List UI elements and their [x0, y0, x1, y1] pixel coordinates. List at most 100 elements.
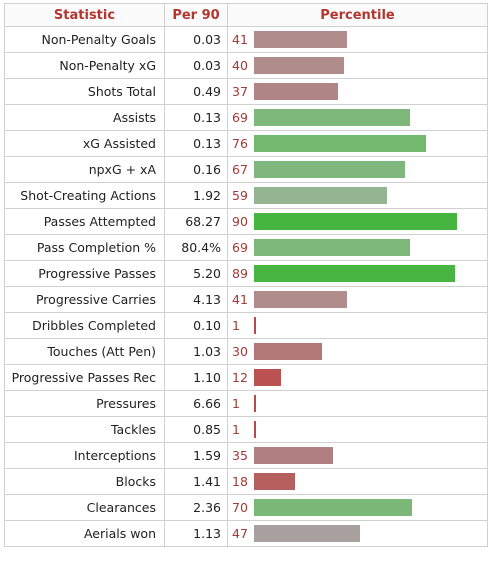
header-statistic[interactable]: Statistic	[4, 3, 165, 27]
percentile-bar	[254, 31, 347, 48]
percentile-value: 18	[232, 474, 248, 489]
table-row: Clearances 2.36 70	[4, 494, 488, 521]
table-row: Shot-Creating Actions 1.92 59	[4, 182, 488, 209]
per90-value: 1.92	[164, 182, 228, 209]
stat-name: Clearances	[4, 494, 165, 521]
percentile-cell: 76	[227, 130, 488, 157]
table-body: Non-Penalty Goals 0.03 41 Non-Penalty xG 0.0…	[4, 26, 488, 547]
per90-value: 0.85	[164, 416, 228, 443]
percentile-bar	[254, 57, 344, 74]
percentile-bar	[254, 265, 455, 282]
table-row: Tackles 0.85 1	[4, 416, 488, 443]
percentile-bar	[254, 135, 426, 152]
percentile-cell: 89	[227, 260, 488, 287]
table-row: Assists 0.13 69	[4, 104, 488, 131]
table-row: npxG + xA 0.16 67	[4, 156, 488, 183]
table-row: Pass Completion % 80.4% 69	[4, 234, 488, 261]
table-row: Progressive Carries 4.13 41	[4, 286, 488, 313]
percentile-bar	[254, 473, 295, 490]
table-row: Non-Penalty xG 0.03 40	[4, 52, 488, 79]
per90-value: 0.49	[164, 78, 228, 105]
percentile-cell: 47	[227, 520, 488, 547]
stat-name: Progressive Passes Rec	[4, 364, 165, 391]
percentile-value: 89	[232, 266, 248, 281]
percentile-bar	[254, 291, 347, 308]
percentile-value: 69	[232, 110, 248, 125]
percentile-bar	[254, 317, 256, 334]
stat-name: Shots Total	[4, 78, 165, 105]
percentile-value: 40	[232, 58, 248, 73]
per90-value: 4.13	[164, 286, 228, 313]
stat-name: Progressive Passes	[4, 260, 165, 287]
percentile-cell: 37	[227, 78, 488, 105]
per90-value: 0.03	[164, 26, 228, 53]
percentile-bar	[254, 187, 387, 204]
per90-value: 0.13	[164, 104, 228, 131]
header-percentile[interactable]: Percentile	[227, 3, 488, 27]
percentile-value: 12	[232, 370, 248, 385]
percentile-value: 30	[232, 344, 248, 359]
percentile-bar	[254, 421, 256, 438]
table-row: Passes Attempted 68.27 90	[4, 208, 488, 235]
table-row: Dribbles Completed 0.10 1	[4, 312, 488, 339]
percentile-bar	[254, 161, 405, 178]
percentile-bar	[254, 499, 412, 516]
header-per90[interactable]: Per 90	[164, 3, 228, 27]
per90-value: 1.03	[164, 338, 228, 365]
percentile-cell: 30	[227, 338, 488, 365]
percentile-value: 41	[232, 292, 248, 307]
percentile-cell: 41	[227, 286, 488, 313]
per90-value: 5.20	[164, 260, 228, 287]
table-row: Progressive Passes Rec 1.10 12	[4, 364, 488, 391]
stat-name: Assists	[4, 104, 165, 131]
table-row: Pressures 6.66 1	[4, 390, 488, 417]
percentile-cell: 1	[227, 390, 488, 417]
stat-name: Pressures	[4, 390, 165, 417]
stat-name: Tackles	[4, 416, 165, 443]
percentile-cell: 90	[227, 208, 488, 235]
per90-value: 6.66	[164, 390, 228, 417]
percentile-cell: 12	[227, 364, 488, 391]
table-row: Touches (Att Pen) 1.03 30	[4, 338, 488, 365]
header-row: Statistic Per 90 Percentile	[4, 3, 488, 27]
percentile-bar	[254, 109, 410, 126]
percentile-cell: 1	[227, 312, 488, 339]
percentile-value: 47	[232, 526, 248, 541]
percentile-cell: 69	[227, 234, 488, 261]
table-row: Non-Penalty Goals 0.03 41	[4, 26, 488, 53]
percentile-bar	[254, 395, 256, 412]
percentile-cell: 1	[227, 416, 488, 443]
stat-name: Dribbles Completed	[4, 312, 165, 339]
per90-value: 1.59	[164, 442, 228, 469]
stat-name: Touches (Att Pen)	[4, 338, 165, 365]
percentile-value: 37	[232, 84, 248, 99]
percentile-cell: 70	[227, 494, 488, 521]
per90-value: 1.13	[164, 520, 228, 547]
per90-value: 1.41	[164, 468, 228, 495]
percentile-bar	[254, 447, 333, 464]
percentile-bar	[254, 343, 322, 360]
stat-name: npxG + xA	[4, 156, 165, 183]
scouting-report-table: Statistic Per 90 Percentile Non-Penalty …	[4, 3, 488, 547]
percentile-value: 76	[232, 136, 248, 151]
stat-name: Progressive Carries	[4, 286, 165, 313]
percentile-bar	[254, 213, 457, 230]
per90-value: 68.27	[164, 208, 228, 235]
stat-name: xG Assisted	[4, 130, 165, 157]
stat-name: Blocks	[4, 468, 165, 495]
per90-value: 80.4%	[164, 234, 228, 261]
per90-value: 0.16	[164, 156, 228, 183]
per90-value: 0.03	[164, 52, 228, 79]
stat-name: Aerials won	[4, 520, 165, 547]
percentile-value: 1	[232, 396, 240, 411]
stat-name: Interceptions	[4, 442, 165, 469]
stat-name: Pass Completion %	[4, 234, 165, 261]
percentile-value: 67	[232, 162, 248, 177]
percentile-cell: 59	[227, 182, 488, 209]
table-row: Aerials won 1.13 47	[4, 520, 488, 547]
percentile-value: 90	[232, 214, 248, 229]
percentile-cell: 18	[227, 468, 488, 495]
per90-value: 0.13	[164, 130, 228, 157]
percentile-bar	[254, 525, 360, 542]
stat-name: Non-Penalty Goals	[4, 26, 165, 53]
